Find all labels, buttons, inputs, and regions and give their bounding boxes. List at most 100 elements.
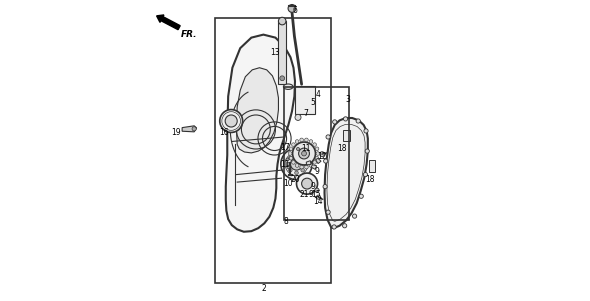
Bar bbox=[369, 160, 375, 172]
Circle shape bbox=[320, 152, 325, 157]
Text: 3: 3 bbox=[345, 95, 350, 104]
Circle shape bbox=[295, 114, 301, 120]
Polygon shape bbox=[237, 68, 278, 153]
Text: 10: 10 bbox=[284, 179, 293, 188]
Bar bbox=[284, 87, 349, 220]
Circle shape bbox=[281, 148, 312, 180]
Circle shape bbox=[300, 165, 303, 169]
Circle shape bbox=[289, 169, 292, 172]
Polygon shape bbox=[306, 161, 311, 165]
Circle shape bbox=[332, 225, 336, 229]
Bar bbox=[278, 21, 286, 84]
Circle shape bbox=[365, 149, 369, 153]
Circle shape bbox=[304, 138, 308, 142]
Circle shape bbox=[219, 110, 242, 132]
Circle shape bbox=[301, 151, 306, 156]
Circle shape bbox=[301, 156, 304, 160]
Text: 9: 9 bbox=[314, 167, 319, 176]
Polygon shape bbox=[226, 35, 295, 232]
Circle shape bbox=[326, 135, 330, 139]
Circle shape bbox=[297, 173, 317, 194]
Bar bbox=[343, 130, 350, 141]
Text: 8: 8 bbox=[284, 217, 289, 226]
Circle shape bbox=[343, 224, 347, 228]
Circle shape bbox=[359, 194, 363, 198]
Ellipse shape bbox=[283, 84, 293, 89]
Circle shape bbox=[364, 129, 368, 133]
Circle shape bbox=[309, 140, 313, 143]
Text: 18: 18 bbox=[365, 175, 375, 184]
Circle shape bbox=[313, 143, 316, 146]
Text: FR.: FR. bbox=[181, 30, 198, 39]
Circle shape bbox=[291, 143, 295, 146]
Circle shape bbox=[333, 120, 337, 124]
Circle shape bbox=[352, 214, 357, 218]
Text: 9: 9 bbox=[308, 190, 313, 199]
Circle shape bbox=[289, 156, 292, 160]
Circle shape bbox=[323, 159, 328, 163]
Circle shape bbox=[294, 154, 299, 157]
Circle shape bbox=[316, 195, 320, 199]
Circle shape bbox=[289, 157, 293, 160]
Text: 11: 11 bbox=[280, 160, 289, 169]
Circle shape bbox=[301, 178, 313, 189]
Circle shape bbox=[315, 188, 319, 192]
Polygon shape bbox=[311, 165, 317, 169]
Text: 9: 9 bbox=[310, 182, 315, 191]
Text: 14: 14 bbox=[313, 197, 322, 206]
Polygon shape bbox=[316, 158, 321, 164]
Circle shape bbox=[278, 17, 286, 25]
Circle shape bbox=[286, 158, 289, 161]
Circle shape bbox=[313, 161, 316, 164]
Circle shape bbox=[288, 5, 296, 12]
Text: 15: 15 bbox=[312, 190, 321, 199]
Circle shape bbox=[289, 147, 293, 150]
Polygon shape bbox=[324, 118, 368, 228]
Circle shape bbox=[291, 161, 295, 164]
Circle shape bbox=[289, 152, 292, 155]
Circle shape bbox=[316, 152, 320, 155]
Circle shape bbox=[294, 171, 299, 175]
Bar bbox=[215, 18, 331, 283]
Circle shape bbox=[293, 142, 316, 165]
Circle shape bbox=[287, 166, 290, 169]
Circle shape bbox=[280, 76, 284, 81]
Text: 6: 6 bbox=[293, 6, 297, 15]
Circle shape bbox=[225, 115, 237, 127]
Circle shape bbox=[356, 119, 360, 123]
Text: 16: 16 bbox=[219, 128, 229, 137]
Circle shape bbox=[297, 147, 300, 150]
Text: 17: 17 bbox=[281, 143, 290, 152]
Text: 7: 7 bbox=[303, 109, 308, 118]
Circle shape bbox=[192, 127, 196, 131]
Circle shape bbox=[296, 140, 299, 143]
Circle shape bbox=[300, 138, 303, 142]
Text: 5: 5 bbox=[310, 98, 315, 107]
Circle shape bbox=[363, 172, 368, 177]
Text: 2: 2 bbox=[261, 284, 266, 293]
Circle shape bbox=[296, 164, 299, 167]
Circle shape bbox=[323, 185, 327, 189]
Text: 12: 12 bbox=[317, 152, 326, 161]
Text: 4: 4 bbox=[315, 90, 320, 99]
FancyArrow shape bbox=[156, 15, 180, 30]
Circle shape bbox=[290, 158, 303, 170]
Bar bbox=[295, 86, 314, 114]
Text: 19: 19 bbox=[171, 128, 181, 137]
Circle shape bbox=[326, 210, 330, 214]
Circle shape bbox=[309, 164, 313, 167]
Text: 21: 21 bbox=[299, 190, 309, 199]
Circle shape bbox=[315, 147, 319, 150]
Circle shape bbox=[315, 157, 319, 160]
Circle shape bbox=[343, 117, 348, 121]
Text: 11: 11 bbox=[301, 144, 311, 154]
Circle shape bbox=[286, 162, 290, 166]
Circle shape bbox=[301, 169, 304, 172]
Text: 18: 18 bbox=[337, 144, 346, 154]
Circle shape bbox=[304, 165, 308, 169]
Text: 20: 20 bbox=[290, 175, 300, 184]
Polygon shape bbox=[182, 126, 196, 132]
Text: 13: 13 bbox=[270, 48, 279, 57]
Circle shape bbox=[303, 162, 307, 166]
Circle shape bbox=[299, 148, 309, 159]
